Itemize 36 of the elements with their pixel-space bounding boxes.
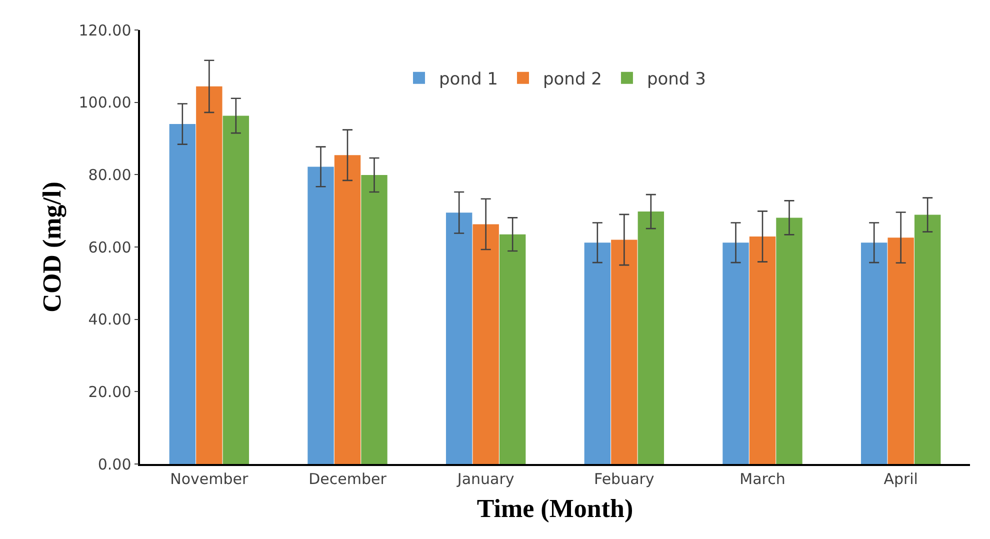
x-axis-title: Time (Month)	[476, 494, 634, 523]
bar	[638, 212, 664, 464]
x-tick-label: April	[884, 470, 918, 488]
legend-label: pond 3	[646, 70, 706, 90]
bar	[611, 240, 638, 464]
y-tick-label: 80.00	[88, 166, 132, 184]
y-axis-title: COD (mg/l)	[38, 182, 67, 312]
bar	[722, 242, 749, 464]
bar	[914, 214, 941, 464]
legend-label: pond 2	[542, 70, 602, 90]
y-tick-label: 100.00	[78, 94, 132, 112]
bar	[196, 86, 222, 464]
y-tick-label: 0.00	[98, 455, 132, 474]
x-tick-label: March	[740, 470, 786, 488]
legend-label: pond 1	[439, 70, 498, 90]
bar	[334, 155, 361, 464]
bar	[361, 175, 388, 464]
bar	[499, 234, 526, 464]
bar	[749, 236, 776, 464]
x-tick-label: Febuary	[594, 470, 654, 488]
bar	[308, 166, 334, 464]
bar	[584, 242, 611, 464]
bar	[169, 124, 196, 464]
x-tick-label: November	[170, 470, 250, 488]
bar	[776, 218, 802, 464]
x-tick-label: January	[456, 470, 514, 488]
bar	[860, 242, 888, 464]
y-tick-label: 40.00	[88, 310, 132, 329]
y-tick-label: 120.00	[78, 21, 132, 40]
bar	[446, 212, 472, 464]
bar	[472, 224, 499, 464]
bar	[888, 238, 914, 464]
y-tick-label: 60.00	[88, 238, 132, 256]
bar	[222, 116, 250, 464]
y-tick-label: 20.00	[88, 382, 132, 401]
x-tick-label: December	[308, 470, 388, 488]
